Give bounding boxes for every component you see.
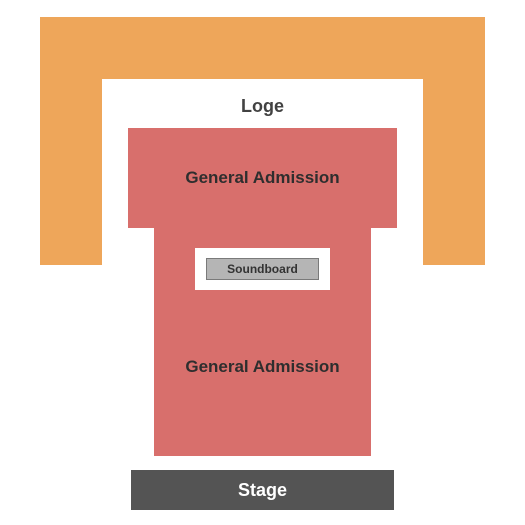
soundboard-label: Soundboard [227,262,298,276]
general-admission-lower-label: General Admission [154,357,371,377]
soundboard: Soundboard [206,258,319,280]
general-admission-upper[interactable]: General Admission [128,128,397,228]
general-admission-upper-label: General Admission [185,168,339,188]
stage-label: Stage [238,480,287,501]
seating-chart: Loge General Admission General Admission… [0,0,525,525]
stage: Stage [131,470,394,510]
loge-label: Loge [0,96,525,117]
loge-section-top[interactable] [40,17,485,79]
loge-section-right[interactable] [423,17,485,265]
